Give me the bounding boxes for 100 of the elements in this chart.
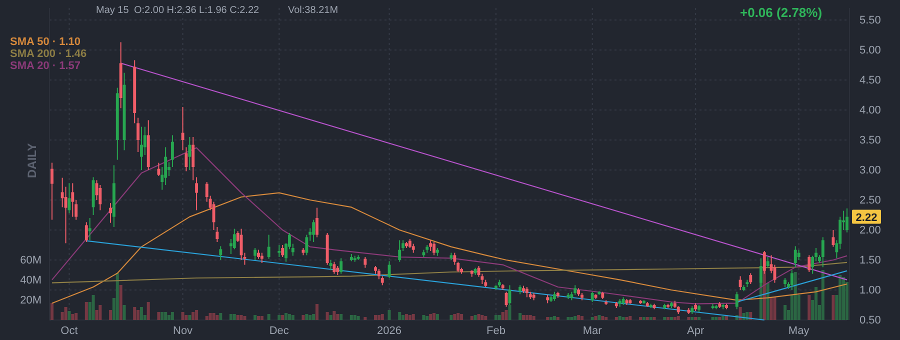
bar — [470, 316, 474, 320]
bar — [291, 315, 294, 320]
bar — [212, 313, 216, 320]
candlestick — [525, 286, 528, 298]
bar — [556, 317, 560, 320]
bar — [278, 315, 281, 320]
bar — [404, 314, 408, 320]
bar — [525, 315, 528, 320]
candlestick — [312, 219, 316, 242]
bar — [508, 305, 512, 320]
bar — [157, 312, 160, 320]
bar — [422, 315, 426, 320]
bar — [714, 317, 718, 320]
bar — [326, 312, 329, 320]
candlestick — [432, 242, 436, 256]
bar — [288, 314, 291, 320]
bar — [108, 310, 112, 320]
bar — [133, 307, 136, 320]
bar — [192, 312, 195, 320]
candlestick — [398, 240, 402, 262]
bar — [284, 313, 288, 320]
bar — [84, 302, 88, 320]
bar — [618, 316, 622, 320]
x-tick-label: Nov — [173, 324, 194, 337]
bar — [50, 303, 54, 320]
bar — [666, 317, 670, 320]
bar — [594, 316, 598, 320]
bar — [821, 270, 824, 320]
bar — [315, 304, 319, 320]
candlestick — [195, 176, 198, 211]
candlestick — [267, 234, 270, 260]
text: SMA 50 · 1.10 — [10, 36, 81, 48]
candlestick — [738, 276, 742, 290]
bar — [494, 315, 498, 320]
bar — [676, 316, 680, 320]
bar — [528, 315, 532, 320]
bar — [501, 312, 504, 320]
bar — [164, 312, 168, 320]
bar — [838, 275, 842, 320]
bar — [195, 310, 198, 320]
bar — [122, 305, 126, 320]
candlestick — [278, 244, 281, 258]
bar — [356, 316, 360, 320]
candlestick — [790, 270, 794, 290]
bar — [590, 317, 594, 320]
y-tick-label: 1.00 — [860, 284, 881, 297]
bar — [426, 316, 429, 320]
bar — [160, 312, 164, 320]
bar — [408, 315, 412, 320]
bar — [92, 295, 95, 320]
bar — [267, 314, 270, 320]
y-tick-label: 2.50 — [860, 194, 881, 207]
bar — [673, 317, 676, 320]
candlestick — [794, 246, 797, 268]
bar — [663, 317, 666, 320]
bar — [329, 315, 332, 320]
bar — [219, 313, 222, 320]
x-tick-label: Dec — [269, 324, 290, 337]
bar — [522, 315, 526, 320]
bar — [628, 316, 632, 320]
candlestick — [157, 162, 160, 176]
bar — [336, 314, 340, 320]
bar — [718, 317, 722, 320]
bar — [642, 317, 646, 320]
bar — [601, 316, 604, 320]
candlestick — [232, 228, 236, 250]
bar — [412, 314, 415, 320]
bar — [570, 317, 574, 320]
candlestick — [504, 291, 508, 308]
bar — [168, 315, 171, 320]
x-tick-label: Feb — [486, 324, 506, 337]
bar — [460, 314, 464, 320]
bar — [64, 307, 68, 320]
candlestick — [766, 256, 770, 268]
bar — [184, 315, 188, 320]
y-tick-label: 5.00 — [860, 44, 881, 57]
annotation: Vol:38.21M — [288, 5, 338, 16]
candlestick — [316, 207, 318, 238]
bar — [402, 315, 405, 320]
candlestick — [219, 246, 222, 260]
bar — [216, 315, 219, 320]
annotation: +0.06 (2.78%) — [740, 5, 822, 20]
bar — [380, 314, 384, 320]
candlestick — [821, 236, 824, 268]
bar — [450, 315, 453, 320]
bar — [312, 314, 316, 320]
candlestick — [192, 136, 195, 181]
bar — [350, 315, 353, 320]
bar — [353, 315, 356, 320]
bar — [784, 305, 787, 320]
candlestick — [254, 248, 257, 260]
candlestick — [260, 252, 264, 264]
bar — [146, 302, 150, 320]
bar — [229, 314, 232, 320]
candlestick — [170, 134, 174, 168]
bar — [170, 312, 174, 320]
bar — [388, 310, 391, 320]
bar — [243, 316, 246, 320]
bar — [518, 313, 522, 320]
y-tick-label: 4.50 — [860, 74, 881, 87]
